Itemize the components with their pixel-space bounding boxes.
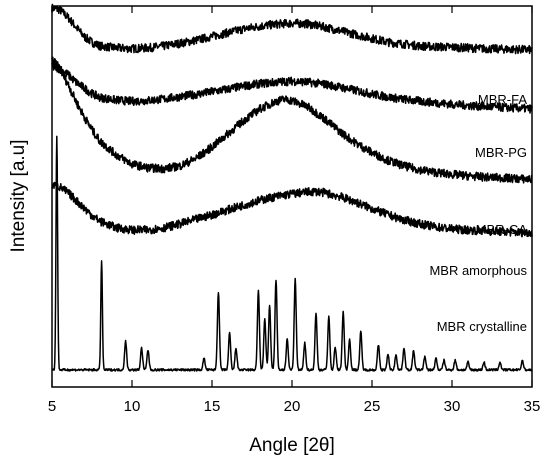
series-label: MBR-CA	[476, 222, 528, 237]
x-tick-label: 20	[284, 398, 301, 415]
series-label: MBR crystalline	[437, 319, 527, 334]
series-labels-group: MBR-FA MBR-PG MBR-CA MBR amorphous MBR cryst…	[429, 92, 527, 334]
series-line	[51, 62, 533, 114]
x-axis-title: Angle [2θ]	[249, 435, 335, 456]
x-tick-label: 15	[204, 398, 221, 415]
x-tick-label: 5	[48, 398, 56, 415]
series-line	[51, 3, 533, 55]
x-tick-label: 35	[524, 398, 541, 415]
series-label: MBR amorphous	[429, 263, 527, 278]
x-ticks-group: 5 10 15 20 25 30 35	[48, 6, 541, 415]
series-line	[51, 181, 533, 238]
series-label: MBR-PG	[475, 145, 527, 160]
series-label: MBR-FA	[478, 92, 527, 107]
series-line	[51, 135, 533, 372]
x-tick-label: 10	[124, 398, 141, 415]
y-axis-title: Intensity [a.u]	[8, 139, 29, 252]
x-tick-label: 25	[364, 398, 381, 415]
x-tick-label: 30	[444, 398, 461, 415]
series-line	[51, 56, 533, 184]
traces-group	[51, 3, 533, 372]
